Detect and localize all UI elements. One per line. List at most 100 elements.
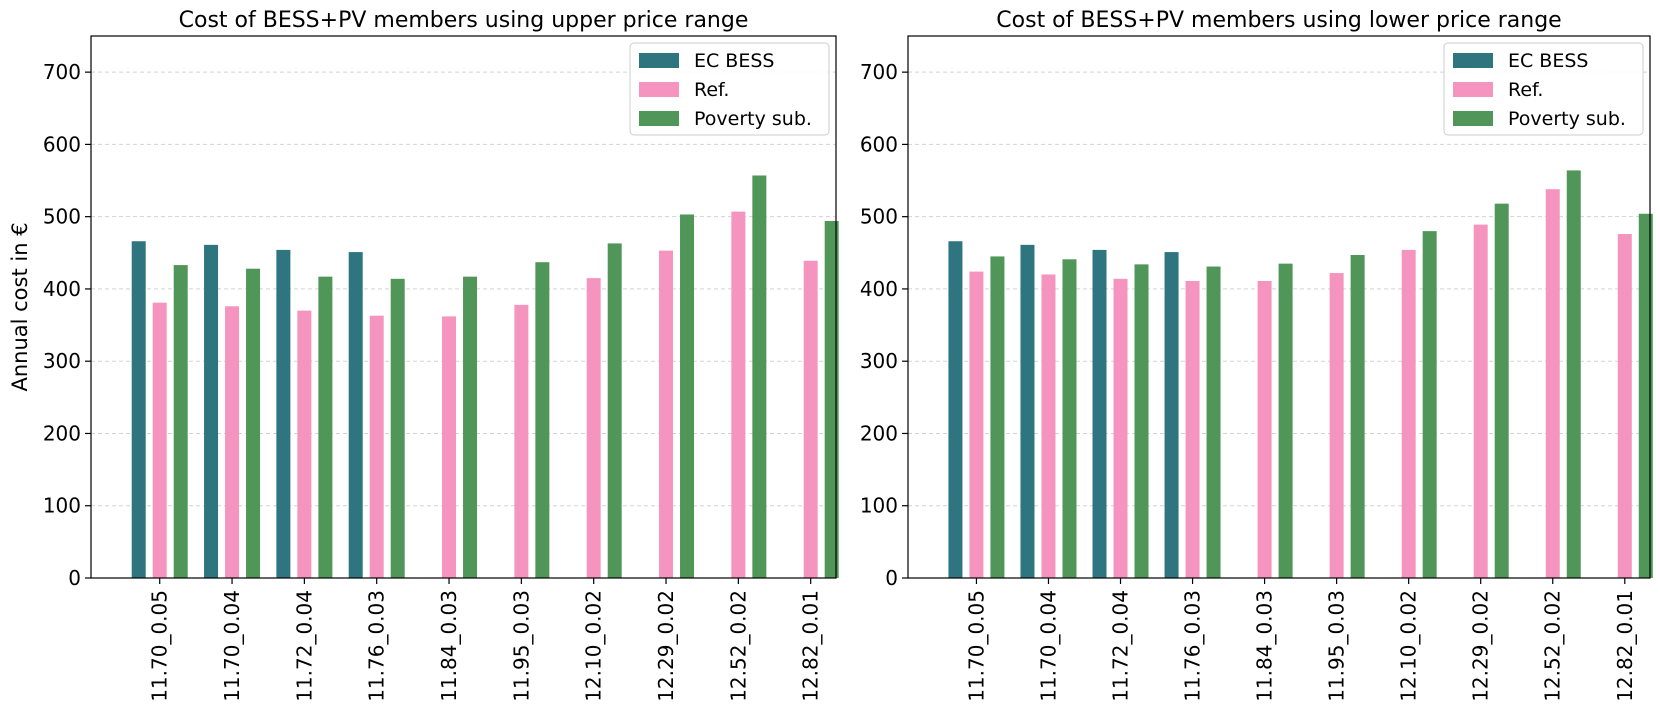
legend-label: Poverty sub. (694, 108, 812, 130)
bar-ec-bess (276, 249, 291, 578)
y-tick-label: 500 (860, 205, 898, 229)
x-tick-label: 12.82_0.01 (799, 590, 823, 702)
bar-poverty-sub (1350, 254, 1365, 578)
bar-ref (1545, 189, 1560, 579)
bar-ec-bess (131, 241, 146, 578)
y-tick-label: 300 (860, 349, 898, 373)
bar-poverty-sub (463, 276, 478, 578)
bar-ref (297, 310, 312, 578)
x-tick-label: 11.95_0.03 (1325, 590, 1349, 702)
legend-label: Ref. (694, 79, 729, 101)
bar-poverty-sub (990, 256, 1005, 578)
bar-poverty-sub (1134, 264, 1149, 578)
bar-ref (225, 306, 240, 578)
plot-frame (90, 35, 837, 579)
legend-swatch (639, 53, 679, 68)
legend: EC BESS Ref. Poverty sub. (1443, 42, 1644, 136)
bar-ref (1113, 278, 1128, 578)
legend-swatch (1453, 53, 1493, 68)
y-tick-label: 700 (43, 60, 81, 84)
legend-label: EC BESS (694, 50, 774, 72)
bar-ref (1617, 234, 1632, 578)
bar-poverty-sub (318, 276, 333, 578)
bar-ref (1329, 273, 1344, 578)
bar-ref (586, 278, 601, 578)
bar-ref (803, 260, 818, 578)
bar-poverty-sub (1422, 231, 1437, 578)
bar-poverty-sub (390, 278, 405, 578)
y-tick-label: 100 (43, 494, 81, 518)
bar-ref (152, 302, 167, 578)
y-tick-label: 700 (860, 60, 898, 84)
legend-label: Ref. (1508, 79, 1543, 101)
bar-poverty-sub (1278, 263, 1293, 578)
bar-poverty-sub (607, 243, 622, 578)
bar-poverty-sub (824, 221, 839, 578)
bar-ec-bess (948, 241, 963, 578)
y-tick-label: 0 (885, 566, 898, 590)
x-tick-label: 11.76_0.03 (1181, 590, 1205, 702)
legend-label: EC BESS (1508, 50, 1588, 72)
bar-poverty-sub (246, 268, 261, 578)
bar-poverty-sub (1206, 266, 1221, 578)
bar-ec-bess (1164, 252, 1179, 578)
x-tick-label: 11.70_0.05 (964, 590, 988, 702)
bar-ref (442, 316, 457, 578)
x-tick-label: 11.84_0.03 (1253, 590, 1277, 702)
y-tick-label: 400 (860, 277, 898, 301)
legend-box (1443, 42, 1644, 136)
x-tick-label: 11.72_0.04 (292, 590, 316, 702)
y-tick-label: 200 (43, 421, 81, 445)
legend-swatch (639, 82, 679, 97)
bar-ref (369, 315, 384, 578)
legend: EC BESS Ref. Poverty sub. (629, 42, 830, 136)
y-axis-label: Annual cost in € (8, 222, 32, 391)
x-tick-label: 12.29_0.02 (1469, 590, 1493, 702)
bar-ref (1473, 224, 1488, 578)
bar-poverty-sub (1494, 203, 1509, 578)
bar-poverty-sub (680, 214, 695, 579)
legend-label: Poverty sub. (1508, 108, 1626, 130)
bar-ref (969, 271, 984, 578)
bar-ref (1257, 280, 1272, 578)
y-tick-label: 0 (68, 566, 81, 590)
x-tick-label: 11.70_0.04 (1036, 590, 1060, 702)
y-tick-label: 600 (43, 132, 81, 156)
chart-title: Cost of BESS+PV members using lower pric… (996, 8, 1561, 33)
y-tick-label: 100 (860, 494, 898, 518)
bar-poverty-sub (752, 175, 767, 578)
y-tick-label: 200 (860, 421, 898, 445)
chart-title: Cost of BESS+PV members using upper pric… (179, 8, 749, 33)
x-tick-label: 11.72_0.04 (1109, 590, 1133, 702)
bar-poverty-sub (535, 262, 550, 578)
legend-box (629, 42, 830, 136)
y-tick-label: 500 (43, 205, 81, 229)
bar-ref (731, 211, 746, 578)
bar-poverty-sub (1638, 213, 1653, 578)
bar-ref (659, 250, 674, 578)
x-tick-label: 12.82_0.01 (1613, 590, 1637, 702)
bar-poverty-sub (173, 265, 188, 578)
bar-ref (1185, 280, 1200, 578)
bar-ref (1401, 249, 1416, 578)
legend-swatch (1453, 111, 1493, 126)
y-tick-label: 400 (43, 277, 81, 301)
x-tick-label: 12.10_0.02 (1397, 590, 1421, 702)
x-tick-label: 11.76_0.03 (365, 590, 389, 702)
bar-ec-bess (1020, 244, 1035, 579)
bar-ref (1041, 274, 1056, 578)
bar-ec-bess (348, 252, 363, 578)
bar-ref (514, 304, 529, 578)
bar-poverty-sub (1566, 170, 1581, 578)
legend-swatch (639, 111, 679, 126)
x-tick-label: 12.52_0.02 (1541, 590, 1565, 702)
x-tick-label: 11.95_0.03 (509, 590, 533, 702)
x-tick-label: 11.70_0.05 (148, 590, 172, 702)
bar-poverty-sub (1062, 259, 1077, 578)
x-tick-label: 12.29_0.02 (654, 590, 678, 702)
plot-frame (907, 35, 1651, 579)
legend-swatch (1453, 82, 1493, 97)
bar-ec-bess (204, 244, 219, 579)
x-tick-label: 12.10_0.02 (582, 590, 606, 702)
